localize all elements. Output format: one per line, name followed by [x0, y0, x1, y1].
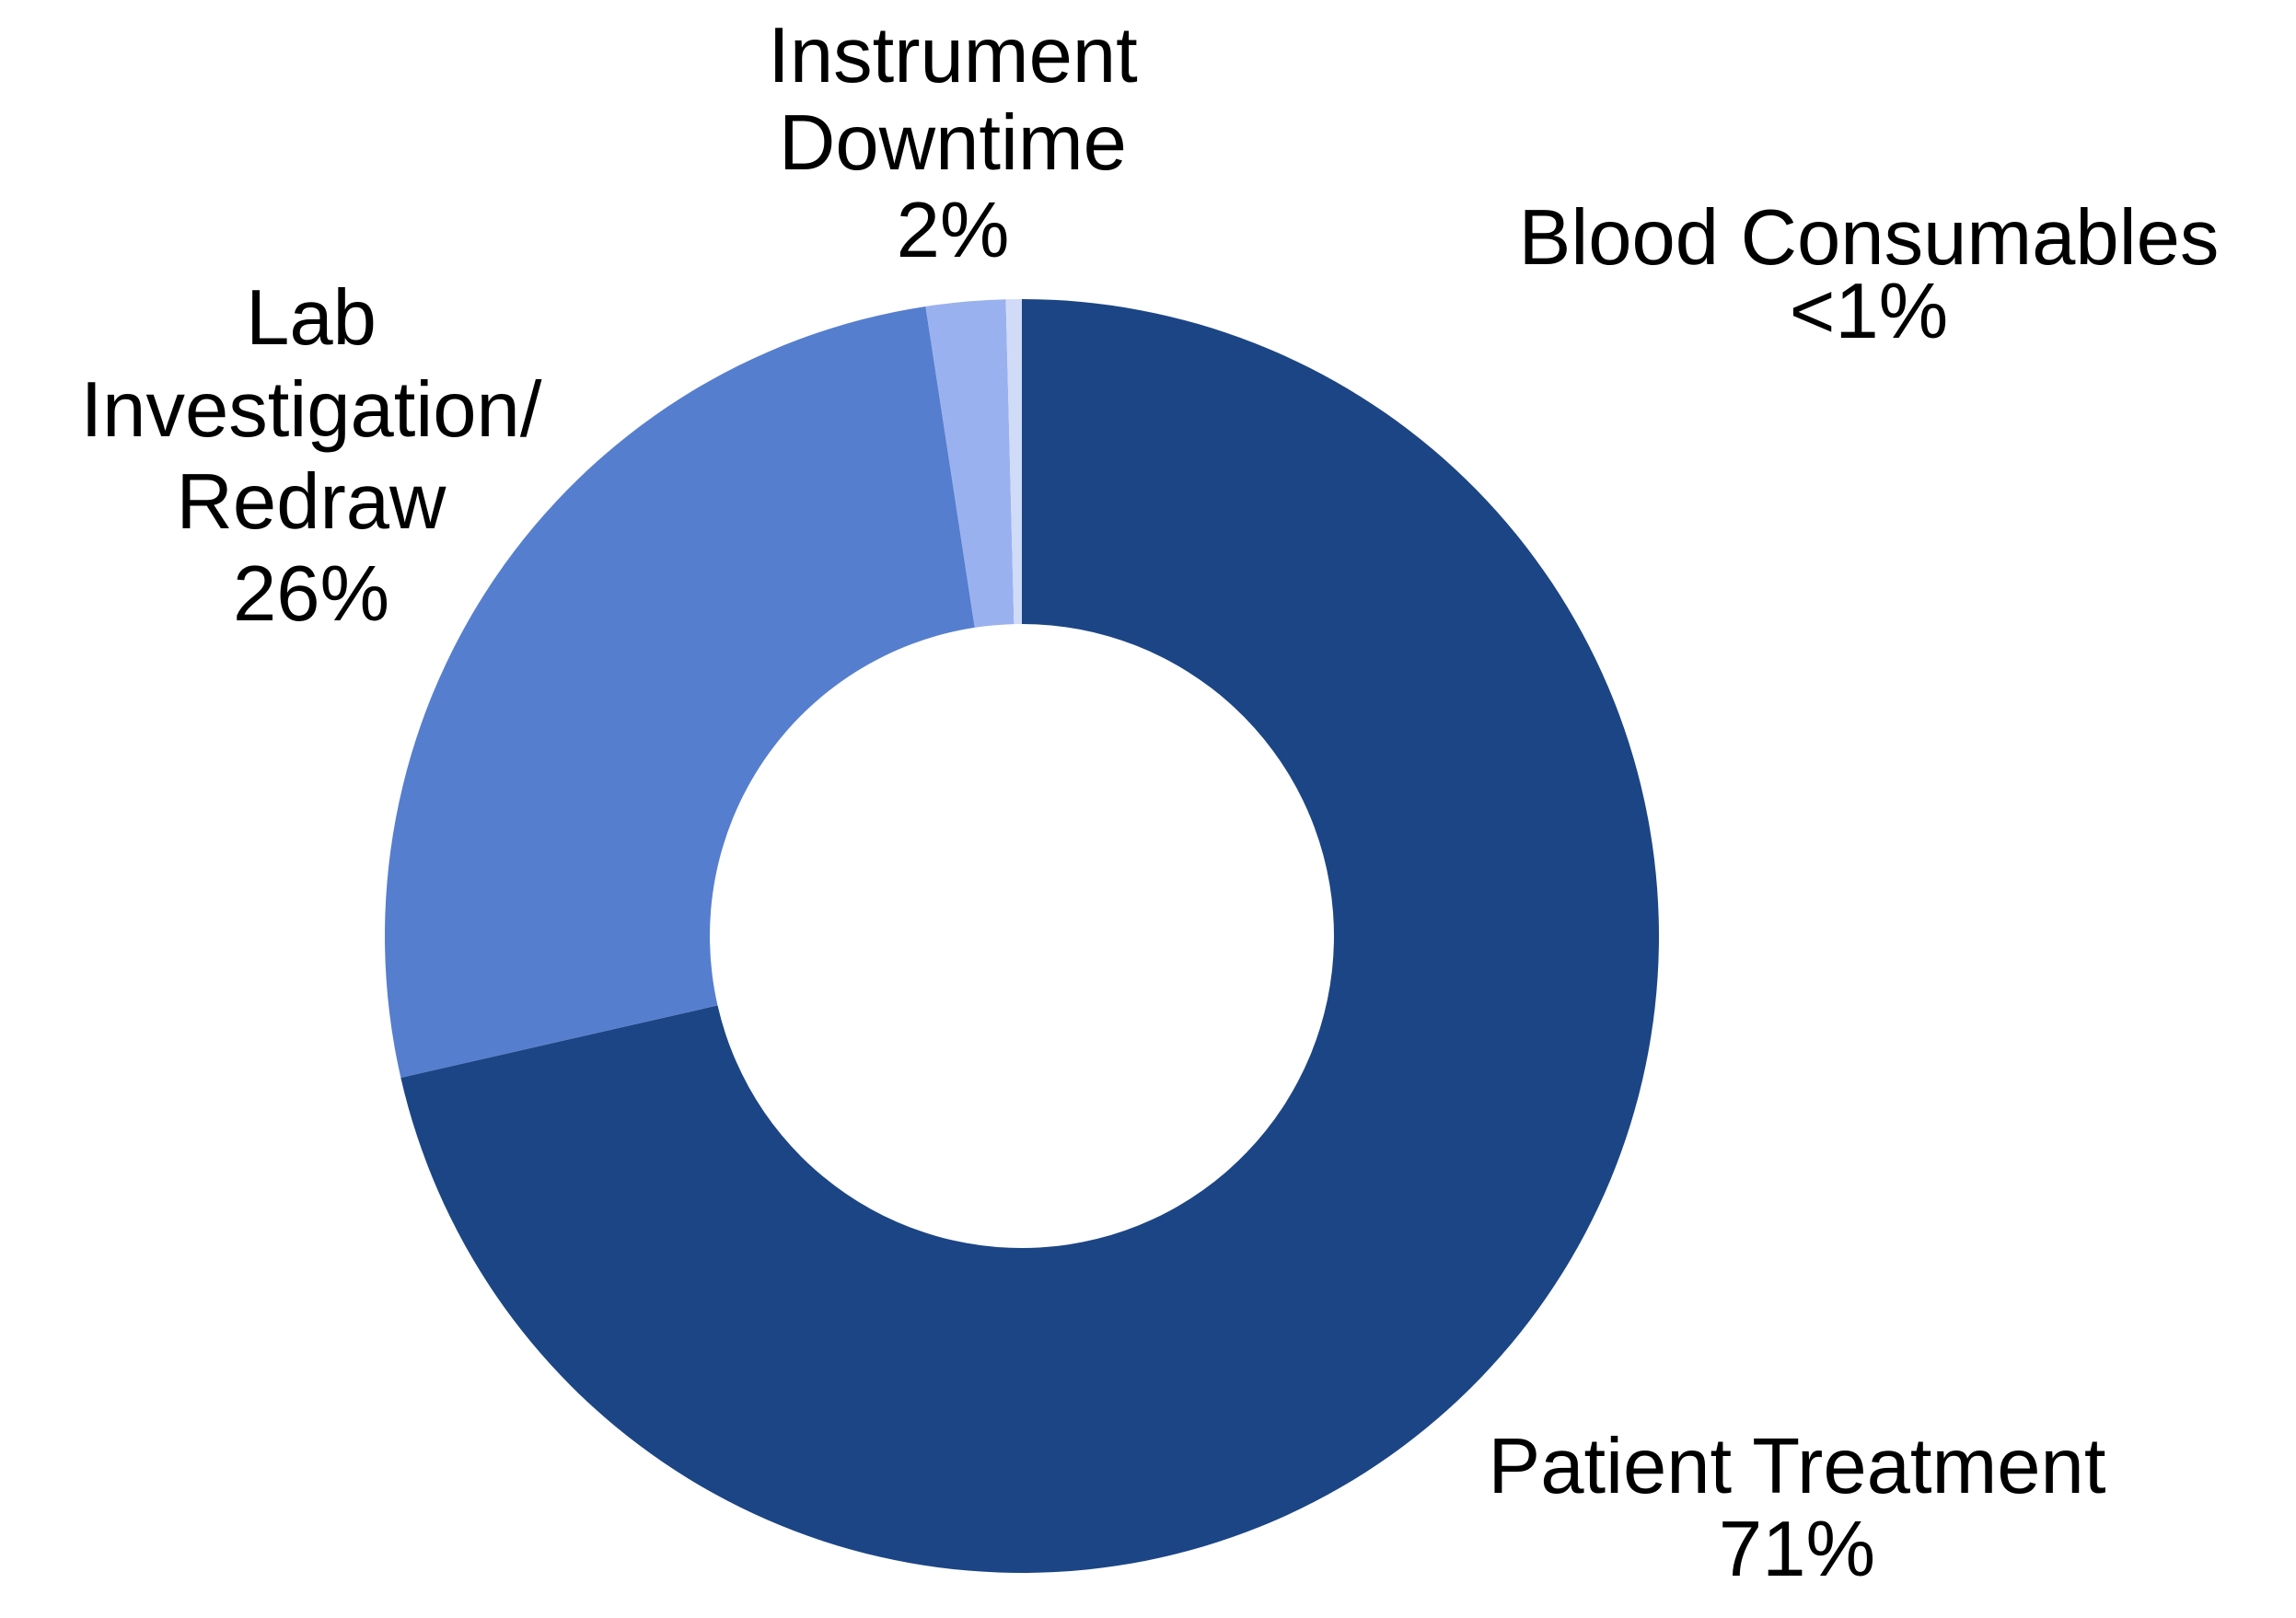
callout-line: Patient Treatment	[1488, 1423, 2106, 1510]
callout-line: Instrument	[768, 12, 1138, 99]
callout-line: Blood Consumables	[1518, 194, 2220, 282]
donut-slice-instrument-downtime	[925, 299, 1015, 628]
callout-value: 71%	[1718, 1506, 1876, 1593]
donut-slice-lab-investigation-redraw	[385, 306, 975, 1078]
callout-value: 26%	[232, 550, 390, 638]
callout-value: 2%	[896, 187, 1010, 274]
donut-slice-patient-treatment	[400, 299, 1660, 1574]
callout-instrument-downtime: Instrument Downtime 2%	[768, 12, 1138, 274]
callout-line: Investigation/	[80, 366, 542, 454]
callout-patient-treatment: Patient Treatment 71%	[1489, 1426, 2106, 1591]
callout-value: <1%	[1789, 268, 1949, 355]
donut-slice-blood-consumables	[1005, 299, 1022, 625]
callout-line: Redraw	[176, 458, 446, 546]
callout-line: Downtime	[779, 99, 1127, 187]
callout-blood-consumables: Blood Consumables <1%	[1518, 194, 2220, 355]
callout-lab-investigation-redraw: Lab Investigation/ Redraw 26%	[81, 272, 542, 641]
callout-line: Lab	[246, 274, 377, 362]
